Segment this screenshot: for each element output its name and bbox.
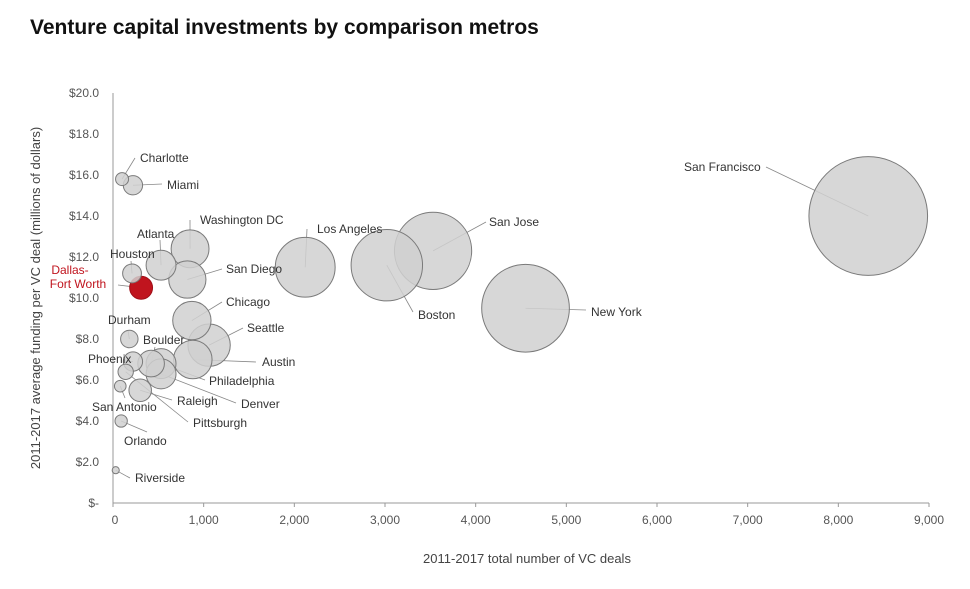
point-label-austin: Austin	[262, 355, 295, 369]
bubble-san-diego	[168, 260, 207, 299]
y-tick-label: $2.0	[76, 455, 100, 469]
x-tick-label: 5,000	[551, 513, 581, 527]
point-label-pittsburgh: Pittsburgh	[193, 416, 247, 430]
point-label-dallas-fort-worth: Dallas-Fort Worth	[50, 263, 106, 291]
bubble-raleigh	[128, 378, 152, 403]
bubble-new-york	[481, 263, 570, 353]
bubble-atlanta	[145, 249, 177, 281]
point-label-los-angeles: Los Angeles	[317, 222, 382, 236]
point-label-san-antonio: San Antonio	[92, 400, 157, 414]
y-axis-label: 2011-2017 average funding per VC deal (m…	[28, 127, 43, 469]
y-tick-label: $4.0	[76, 414, 100, 428]
point-label-boulder: Boulder	[143, 333, 184, 347]
y-tick-label: $6.0	[76, 373, 100, 387]
point-label-philadelphia: Philadelphia	[209, 374, 275, 388]
x-tick-label: 1,000	[189, 513, 219, 527]
point-label-phoenix: Phoenix	[88, 352, 131, 366]
point-label-denver: Denver	[241, 397, 280, 411]
x-tick-label: 9,000	[914, 513, 944, 527]
x-tick-label: 3,000	[370, 513, 400, 527]
bubble-orlando	[114, 414, 128, 428]
bubble-boston	[350, 228, 424, 302]
x-tick-label: 7,000	[733, 513, 763, 527]
bubble-houston	[122, 263, 142, 284]
bubble-los-angeles	[274, 236, 336, 298]
chart-title: Venture capital investments by compariso…	[30, 16, 539, 39]
x-tick-label: 4,000	[461, 513, 491, 527]
x-axis-label: 2011-2017 total number of VC deals	[423, 551, 631, 566]
point-label-washington-dc: Washington DC	[200, 213, 284, 227]
point-label-seattle: Seattle	[247, 321, 285, 335]
point-label-san-jose: San Jose	[489, 215, 539, 229]
point-label-san-diego: San Diego	[226, 262, 282, 276]
y-tick-label: $20.0	[69, 86, 99, 100]
bubble-riverside	[111, 466, 120, 475]
bubble-charlotte	[115, 172, 130, 187]
y-tick-label: $10.0	[69, 291, 99, 305]
point-label-chicago: Chicago	[226, 295, 270, 309]
y-tick-label: $14.0	[69, 209, 99, 223]
x-tick-label: 0	[112, 513, 119, 527]
bubble-san-francisco	[808, 156, 929, 276]
bubble-chicago	[172, 300, 212, 341]
point-label-new-york: New York	[591, 305, 643, 319]
y-tick-label: $8.0	[76, 332, 100, 346]
point-label-durham: Durham	[108, 313, 151, 327]
point-label-atlanta: Atlanta	[137, 227, 175, 241]
y-tick-label: $12.0	[69, 250, 99, 264]
y-tick-label: $18.0	[69, 127, 99, 141]
point-label-miami: Miami	[167, 178, 199, 192]
point-label-boston: Boston	[418, 308, 455, 322]
bubble-durham	[120, 329, 139, 349]
x-tick-label: 2,000	[279, 513, 309, 527]
point-label-riverside: Riverside	[135, 471, 185, 485]
x-tick-label: 6,000	[642, 513, 672, 527]
point-label-raleigh: Raleigh	[177, 394, 218, 408]
point-label-orlando: Orlando	[124, 434, 167, 448]
point-label-san-francisco: San Francisco	[684, 160, 761, 174]
point-label-houston: Houston	[110, 247, 155, 261]
y-tick-label: $16.0	[69, 168, 99, 182]
bubble-san-antonio	[113, 379, 127, 393]
bubble-pittsburgh	[117, 363, 134, 380]
x-tick-label: 8,000	[823, 513, 853, 527]
point-label-charlotte: Charlotte	[140, 151, 189, 165]
y-tick-label: $-	[88, 496, 99, 510]
